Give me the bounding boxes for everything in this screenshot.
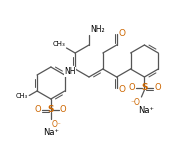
Text: Na⁺: Na⁺: [43, 128, 59, 137]
Text: NH: NH: [64, 67, 76, 76]
Text: Na⁺: Na⁺: [138, 106, 154, 115]
Text: O: O: [119, 84, 126, 94]
Text: S: S: [48, 105, 54, 114]
Text: S: S: [141, 83, 148, 93]
Text: O: O: [60, 105, 67, 114]
Text: CH₃: CH₃: [16, 93, 28, 98]
Text: O: O: [129, 83, 136, 93]
Text: O⁻: O⁻: [52, 120, 62, 129]
Text: O: O: [154, 83, 161, 93]
Text: O: O: [34, 105, 41, 114]
Text: ⁻O: ⁻O: [130, 98, 141, 107]
Text: O: O: [119, 28, 126, 38]
Text: NH₂: NH₂: [90, 25, 105, 34]
Text: CH₃: CH₃: [53, 41, 66, 47]
